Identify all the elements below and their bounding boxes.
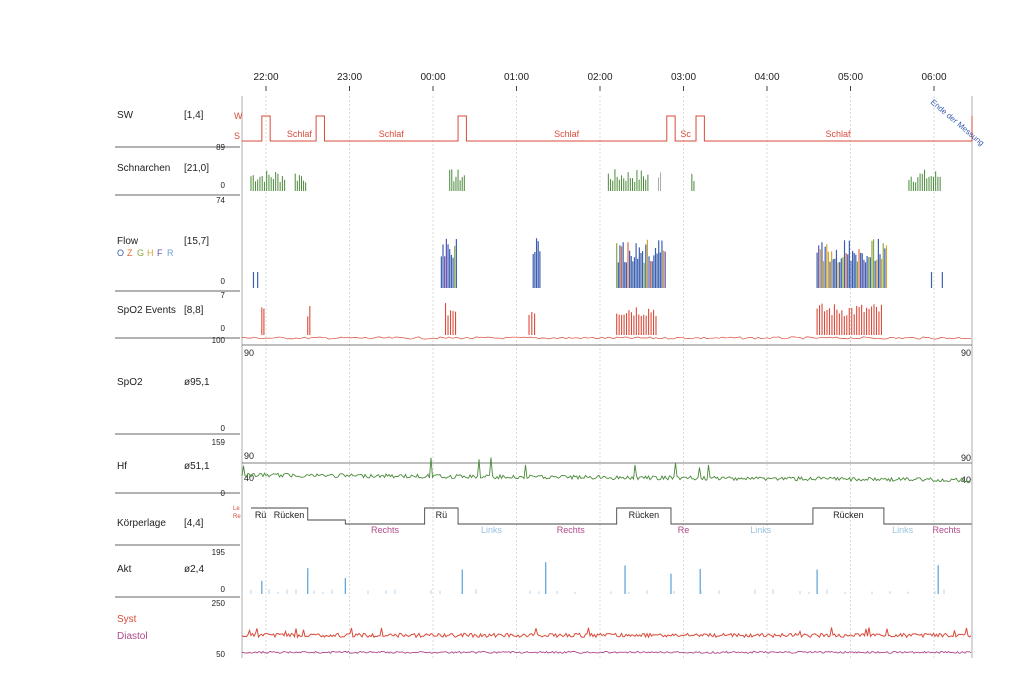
- position-value: [4,4]: [184, 518, 204, 529]
- flow-legend-item: Z: [127, 248, 133, 258]
- snore-value: [21,0]: [184, 163, 210, 174]
- spo2-label: SpO2: [117, 377, 143, 388]
- scale-value: 74: [216, 196, 225, 205]
- hf-label: Hf: [117, 461, 127, 472]
- hf-ref-high-left: 90: [244, 451, 254, 461]
- spo2-ref-label-right: 90: [961, 348, 971, 358]
- scale-value: 89: [216, 143, 225, 152]
- position-segment-label: Rücken: [274, 510, 305, 520]
- diastol-label: Diastol: [117, 631, 148, 642]
- diastol-trace: [242, 650, 972, 654]
- sw-level-s: S: [234, 131, 240, 141]
- time-tick-label: 05:00: [838, 72, 863, 83]
- time-tick-label: 23:00: [337, 72, 362, 83]
- position-label: Körperlage: [117, 518, 166, 529]
- akt-value: ø2,4: [184, 564, 205, 575]
- scale-value: 0: [221, 181, 226, 190]
- time-tick-label: 06:00: [921, 72, 946, 83]
- position-segment-label: Links: [481, 525, 503, 535]
- scale-value: 250: [212, 599, 226, 608]
- position-segment-label: Rücken: [629, 510, 660, 520]
- flow-legend-item: H: [147, 248, 154, 258]
- scale-value: 0: [221, 324, 226, 333]
- position-segment-label: Links: [750, 525, 772, 535]
- time-tick-label: 02:00: [587, 72, 612, 83]
- scale-value: 7: [221, 291, 226, 300]
- sw-segment-label: Schlaf: [287, 129, 313, 139]
- time-tick-label: 01:00: [504, 72, 529, 83]
- sw-level-w: W: [234, 111, 243, 121]
- scale-value: 50: [216, 650, 225, 659]
- hf-ref-high-right: 90: [961, 453, 971, 463]
- hf-ref-low-left: 40: [244, 473, 254, 483]
- position-level-le: Le: [233, 506, 240, 512]
- syst-trace: [241, 627, 972, 639]
- flow-legend-item: R: [167, 248, 174, 258]
- position-segment-label: Rechts: [371, 525, 400, 535]
- position-segment-label: Rü: [436, 510, 448, 520]
- position-segment-label: Links: [892, 525, 914, 535]
- position-segment-label: Rü: [255, 510, 267, 520]
- time-tick-label: 22:00: [253, 72, 278, 83]
- flow-legend-item: G: [137, 248, 144, 258]
- scale-value: 0: [221, 585, 226, 594]
- syst-label: Syst: [117, 614, 137, 625]
- position-level-re: Re: [233, 514, 241, 520]
- flow-legend-item: F: [157, 248, 163, 258]
- time-tick-label: 04:00: [754, 72, 779, 83]
- sw-segment-label: Schlaf: [554, 129, 580, 139]
- sw-label: SW: [117, 110, 134, 121]
- hf-value: ø51,1: [184, 461, 210, 472]
- spo2-events-label: SpO2 Events: [117, 305, 176, 316]
- time-tick-label: 03:00: [671, 72, 696, 83]
- spo2-events-value: [8,8]: [184, 305, 204, 316]
- sw-segment-label: Schlaf: [379, 129, 405, 139]
- sw-trace: [242, 115, 973, 142]
- scale-value: 159: [212, 438, 226, 447]
- hf-ref-low-right: 40: [961, 475, 971, 485]
- spo2-ref-label-left: 90: [244, 348, 254, 358]
- end-of-measurement-label: Ende der Messung: [929, 98, 986, 148]
- snore-label: Schnarchen: [117, 163, 171, 174]
- scale-value: 0: [221, 277, 226, 286]
- hf-trace: [241, 457, 972, 483]
- position-trace: [250, 507, 972, 525]
- position-segment-label: Re: [678, 525, 690, 535]
- time-tick-label: 00:00: [420, 72, 445, 83]
- position-segment-label: Rücken: [833, 510, 864, 520]
- flow-label: Flow: [117, 236, 139, 247]
- flow-legend-item: O: [117, 248, 124, 258]
- spo2-events-baseline: [242, 336, 972, 340]
- sw-segment-label: Sc: [680, 129, 691, 139]
- scale-value: 0: [221, 489, 226, 498]
- scale-value: 0: [221, 424, 226, 433]
- sw-value: [1,4]: [184, 110, 204, 121]
- position-segment-label: Rechts: [557, 525, 586, 535]
- sw-segment-label: Schlaf: [825, 129, 851, 139]
- scale-value: 195: [212, 548, 226, 557]
- position-segment-label: Rechts: [933, 525, 962, 535]
- scale-value: 100: [212, 336, 226, 345]
- akt-label: Akt: [117, 564, 132, 575]
- flow-value: [15,7]: [184, 236, 210, 247]
- spo2-value: ø95,1: [184, 377, 210, 388]
